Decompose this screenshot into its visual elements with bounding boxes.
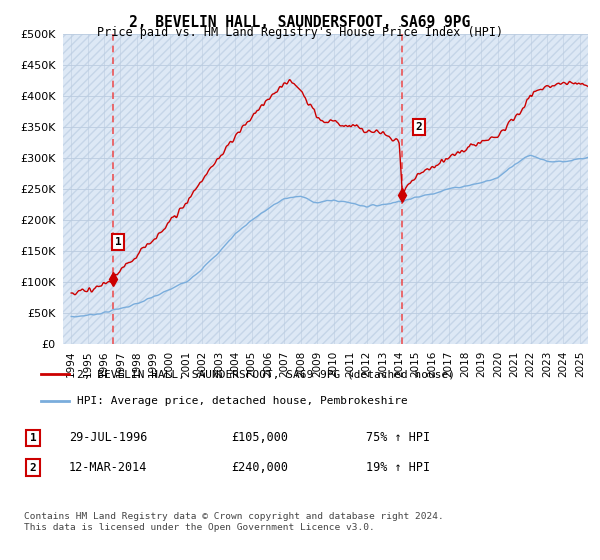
Text: 1: 1 [29, 433, 37, 443]
Text: 29-JUL-1996: 29-JUL-1996 [69, 431, 148, 445]
Text: Contains HM Land Registry data © Crown copyright and database right 2024.
This d: Contains HM Land Registry data © Crown c… [24, 512, 444, 532]
Text: 2, BEVELIN HALL, SAUNDERSFOOT, SA69 9PG (detached house): 2, BEVELIN HALL, SAUNDERSFOOT, SA69 9PG … [77, 369, 455, 379]
Text: 2: 2 [29, 463, 37, 473]
Text: £105,000: £105,000 [231, 431, 288, 445]
Text: 19% ↑ HPI: 19% ↑ HPI [366, 461, 430, 474]
Text: 2: 2 [415, 122, 422, 132]
Text: Price paid vs. HM Land Registry's House Price Index (HPI): Price paid vs. HM Land Registry's House … [97, 26, 503, 39]
Text: £240,000: £240,000 [231, 461, 288, 474]
Text: 2, BEVELIN HALL, SAUNDERSFOOT, SA69 9PG: 2, BEVELIN HALL, SAUNDERSFOOT, SA69 9PG [130, 15, 470, 30]
Text: 12-MAR-2014: 12-MAR-2014 [69, 461, 148, 474]
Text: 1: 1 [115, 237, 122, 247]
Text: HPI: Average price, detached house, Pembrokeshire: HPI: Average price, detached house, Pemb… [77, 396, 407, 407]
Text: 75% ↑ HPI: 75% ↑ HPI [366, 431, 430, 445]
